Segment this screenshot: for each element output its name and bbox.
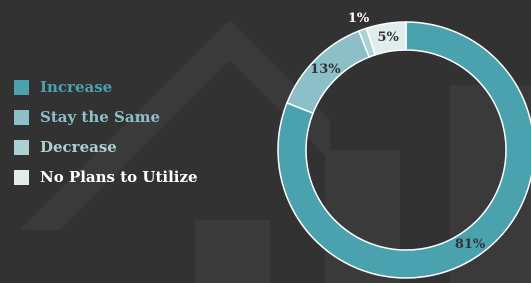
chart: Increase Stay the Same Decrease No Plans to… — [0, 0, 531, 283]
legend-swatch — [14, 110, 29, 125]
value-label: 13% — [310, 62, 341, 77]
legend-swatch — [14, 170, 29, 185]
legend-label: Stay the Same — [40, 108, 160, 126]
legend-label: Decrease — [40, 138, 117, 156]
value-label: 1% — [348, 11, 370, 26]
value-label: 5% — [377, 30, 399, 45]
legend-swatch — [14, 80, 29, 95]
legend-label: Increase — [40, 78, 112, 96]
legend-swatch — [14, 140, 29, 155]
page: {"chart_data": {"type": "donut", "catego… — [0, 0, 531, 283]
value-label: 81% — [455, 237, 486, 252]
legend-label: No Plans to Utilize — [40, 168, 198, 186]
